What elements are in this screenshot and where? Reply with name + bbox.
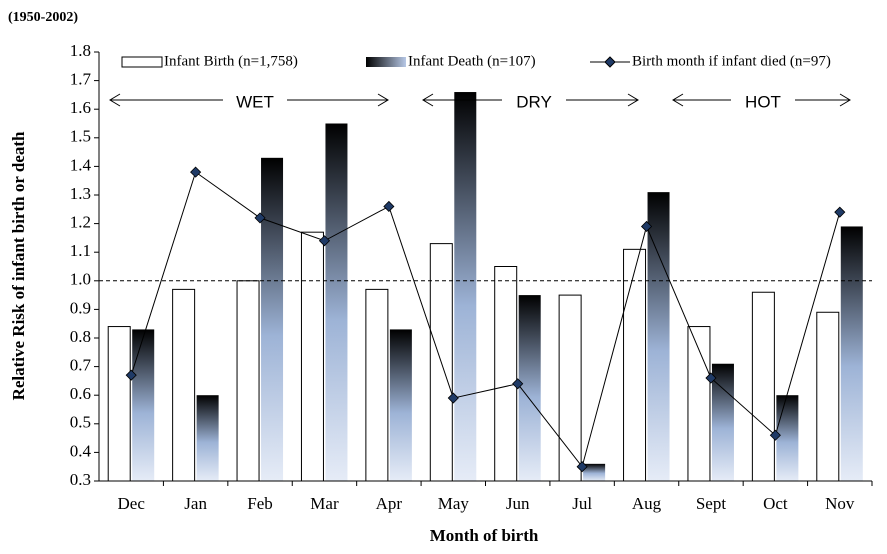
legend-label: Infant Birth (n=1,758) [164,53,298,69]
arrow-head [672,93,684,107]
bar [647,192,670,481]
x-tick-label: Dec [118,494,146,513]
legend-label: Birth month if infant died (n=97) [632,53,831,69]
x-tick-label: Sept [696,494,727,513]
y-tick-label: 1.7 [70,70,92,89]
legend-label: Infant Death (n=107) [408,53,536,69]
bar [172,288,196,482]
arrow-head [839,93,851,107]
bar [623,248,647,482]
x-tick-label: Mar [310,494,339,513]
marker [254,212,266,224]
arrow-head [109,93,121,107]
y-tick-label: 0.4 [70,441,92,460]
marker [190,166,202,178]
bar [261,157,284,481]
annotation: HOT [745,92,781,111]
bar [840,226,863,481]
bar [325,123,348,481]
bar [454,92,477,481]
x-tick-label: Jan [184,494,207,513]
bar [816,311,840,482]
bar [300,231,324,482]
marker [576,461,588,473]
arrow-head [627,93,639,107]
y-tick-label: 1.3 [70,184,91,203]
y-axis-label: Relative Risk of infant birth or death [9,131,28,400]
bar [558,294,582,482]
y-tick-label: 1.5 [70,127,91,146]
x-tick-label: Nov [825,494,855,513]
x-tick-label: May [438,494,470,513]
chart-title: (1950-2002) [8,10,78,25]
legend-swatch [366,57,406,67]
y-tick-label: 1.0 [70,270,91,289]
y-tick-label: 1.2 [70,213,91,232]
y-tick-label: 0.5 [70,413,91,432]
x-axis-label: Month of birth [430,526,539,545]
annotation: WET [236,92,274,111]
y-tick-label: 1.8 [70,41,91,60]
line [130,171,841,468]
y-tick-label: 0.3 [70,470,91,489]
bar [365,288,389,482]
bar [107,326,131,482]
legend-swatch [121,56,163,68]
x-tick-label: Aug [632,494,662,513]
y-tick-label: 1.4 [70,155,92,174]
x-tick-label: Oct [763,494,788,513]
annotation: DRY [516,92,552,111]
x-tick-label: Feb [247,494,273,513]
bar [776,395,799,481]
bar [494,266,518,482]
y-tick-label: 0.9 [70,298,91,317]
marker [705,372,717,384]
y-tick-label: 1.6 [70,98,91,117]
bar [389,329,412,481]
marker [447,392,459,404]
bar [236,280,260,482]
bar [583,463,606,481]
marker [318,235,331,247]
bar [518,295,541,481]
marker [512,378,524,390]
arrow-head [422,93,434,107]
marker [125,369,137,381]
legend-swatch [604,56,616,68]
marker [383,200,395,213]
bar [196,395,219,481]
x-tick-label: Jun [506,494,530,513]
bar [132,329,155,481]
marker [834,206,846,218]
y-tick-label: 1.1 [70,241,91,260]
marker [769,429,781,441]
y-tick-label: 0.7 [70,356,92,375]
bar [751,291,775,482]
y-tick-label: 0.6 [70,384,91,403]
marker [640,220,653,233]
arrow-head [377,93,389,107]
x-tick-label: Apr [376,494,403,513]
x-tick-label: Jul [572,494,592,513]
y-tick-label: 0.8 [70,327,91,346]
